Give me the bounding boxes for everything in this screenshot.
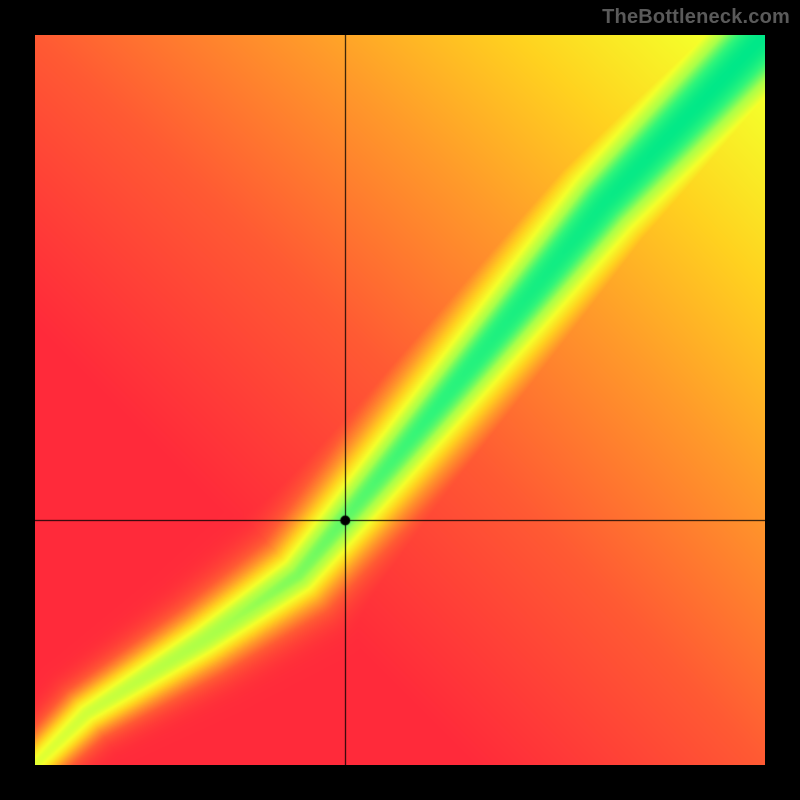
chart-frame: { "type": "heatmap", "watermark": { "tex… bbox=[0, 0, 800, 800]
bottleneck-heatmap bbox=[35, 35, 765, 765]
watermark-text: TheBottleneck.com bbox=[602, 6, 790, 29]
